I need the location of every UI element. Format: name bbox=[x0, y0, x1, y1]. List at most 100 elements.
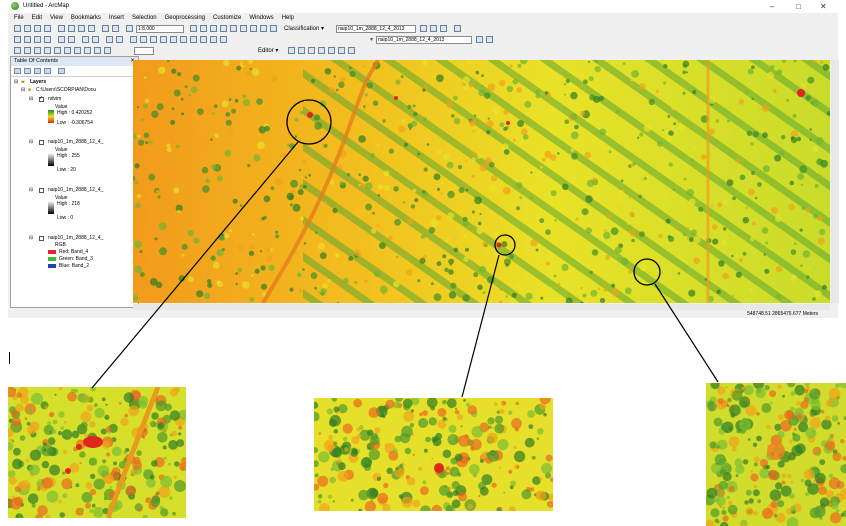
layer-table-icon[interactable] bbox=[486, 36, 493, 43]
classification-layer-dropdown[interactable]: naip10_1m_2888_12_4_2013 bbox=[336, 25, 416, 33]
viewer-window-icon[interactable] bbox=[220, 36, 227, 43]
help-pointer-icon[interactable] bbox=[260, 25, 267, 32]
cut-polygons-icon[interactable] bbox=[338, 47, 345, 54]
back-extent-icon[interactable] bbox=[82, 36, 89, 43]
minimize-icon[interactable]: – bbox=[770, 2, 775, 11]
forward-extent-icon[interactable] bbox=[92, 36, 99, 43]
layer-expander-icon[interactable]: ⊟ bbox=[29, 187, 34, 193]
cut-icon[interactable] bbox=[58, 25, 65, 32]
layer-name-ndvim[interactable]: ndvim bbox=[48, 96, 62, 102]
fixed-zoom-in-icon[interactable] bbox=[58, 36, 65, 43]
list-by-drawing-order-icon[interactable] bbox=[14, 68, 21, 74]
folder-expander-icon[interactable]: ⊟ bbox=[21, 87, 26, 93]
maximize-icon[interactable]: □ bbox=[796, 2, 801, 11]
paste-icon[interactable] bbox=[78, 25, 85, 32]
sample-manager-icon[interactable] bbox=[430, 25, 437, 32]
folder-path[interactable]: C:\Users\SCORPIAN\Docu bbox=[36, 87, 97, 93]
print-icon[interactable] bbox=[44, 25, 51, 32]
open-icon[interactable] bbox=[24, 25, 31, 32]
time-slider-icon[interactable] bbox=[210, 36, 217, 43]
training-sample-icon[interactable] bbox=[420, 25, 427, 32]
layer-dropdown[interactable]: naip10_1m_2888_12_4_2013 bbox=[376, 36, 472, 44]
menu-customize[interactable]: Customize bbox=[213, 15, 242, 21]
list-by-source-icon[interactable] bbox=[24, 68, 31, 74]
menu-selection[interactable]: Selection bbox=[131, 15, 157, 21]
identify-icon[interactable] bbox=[140, 36, 147, 43]
layer-visibility-checkbox[interactable] bbox=[39, 140, 44, 145]
undo-icon[interactable] bbox=[102, 25, 109, 32]
classification-label[interactable]: Classification ▾ bbox=[284, 26, 325, 32]
copy-icon[interactable] bbox=[68, 25, 75, 32]
editor-toolbar-icon[interactable] bbox=[190, 25, 197, 32]
html-popup-icon[interactable] bbox=[160, 36, 167, 43]
fixed-zoom-out-icon[interactable] bbox=[68, 36, 75, 43]
layers-root[interactable]: Layers bbox=[30, 79, 47, 85]
menu-geoprocessing[interactable]: Geoprocessing bbox=[164, 15, 205, 21]
clear-selection-icon[interactable] bbox=[116, 36, 123, 43]
menu-edit[interactable]: Edit bbox=[31, 15, 43, 21]
menu-bookmarks[interactable]: Bookmarks bbox=[70, 15, 101, 21]
layers-expander-icon[interactable]: ⊟ bbox=[14, 79, 19, 85]
search-window-icon[interactable] bbox=[220, 25, 227, 32]
layer-visibility-checkbox[interactable] bbox=[39, 95, 44, 102]
layer-expander-icon[interactable]: ⊟ bbox=[29, 96, 34, 102]
layer-name-naip-2[interactable]: naip10_1m_2888_12_4_ bbox=[48, 187, 104, 193]
text-icon[interactable] bbox=[24, 47, 31, 54]
edit-tool-icon[interactable] bbox=[288, 47, 295, 54]
fill-color-icon[interactable] bbox=[44, 47, 51, 54]
font-size-field[interactable] bbox=[134, 47, 154, 55]
shadow-icon[interactable] bbox=[74, 47, 81, 54]
underline-icon[interactable] bbox=[104, 47, 111, 54]
italic-icon[interactable] bbox=[94, 47, 101, 54]
toc-window-icon[interactable] bbox=[200, 25, 207, 32]
split-icon[interactable] bbox=[348, 47, 355, 54]
close-icon[interactable]: ✕ bbox=[820, 2, 827, 11]
redo-icon[interactable] bbox=[112, 25, 119, 32]
vertical-scrollbar[interactable] bbox=[831, 60, 839, 303]
menu-windows[interactable]: Windows bbox=[249, 15, 274, 21]
toggle-icon[interactable] bbox=[270, 25, 277, 32]
toc-options-icon[interactable] bbox=[58, 68, 65, 74]
draw-rectangle-icon[interactable] bbox=[454, 25, 461, 32]
find-route-icon[interactable] bbox=[190, 36, 197, 43]
layer-name-naip-3[interactable]: naip10_1m_2888_12_4_ bbox=[48, 235, 104, 241]
zoom-out-icon[interactable] bbox=[24, 36, 31, 43]
font-icon[interactable] bbox=[34, 47, 41, 54]
arctoolbox-icon[interactable] bbox=[230, 25, 237, 32]
histogram-icon[interactable] bbox=[440, 25, 447, 32]
find-icon[interactable] bbox=[180, 36, 187, 43]
reshape-icon[interactable] bbox=[328, 47, 335, 54]
menu-insert[interactable]: Insert bbox=[108, 15, 124, 21]
list-by-visibility-icon[interactable] bbox=[34, 68, 41, 74]
edit-annotation-icon[interactable] bbox=[298, 47, 305, 54]
layer-visibility-checkbox[interactable] bbox=[39, 188, 44, 193]
python-icon[interactable] bbox=[240, 25, 247, 32]
toc-close-icon[interactable]: ✕ bbox=[130, 58, 135, 64]
layer-name-naip-1[interactable]: naip10_1m_2888_12_4_ bbox=[48, 139, 104, 145]
list-by-selection-icon[interactable] bbox=[44, 68, 51, 74]
layer-visibility-checkbox[interactable] bbox=[39, 236, 44, 241]
full-extent-icon[interactable] bbox=[44, 36, 51, 43]
straight-segment-icon[interactable] bbox=[308, 47, 315, 54]
layer-expander-icon[interactable]: ⊟ bbox=[29, 235, 34, 241]
pan-icon[interactable] bbox=[34, 36, 41, 43]
scale-field[interactable]: 1:8,000 bbox=[136, 25, 184, 33]
layer-options-icon[interactable] bbox=[476, 36, 483, 43]
draw-icon[interactable] bbox=[14, 47, 21, 54]
zoom-in-icon[interactable] bbox=[14, 36, 21, 43]
line-color-icon[interactable] bbox=[54, 47, 61, 54]
go-to-xy-icon[interactable] bbox=[200, 36, 207, 43]
marker-icon[interactable] bbox=[64, 47, 71, 54]
horizontal-scrollbar[interactable] bbox=[133, 304, 830, 310]
menu-help[interactable]: Help bbox=[281, 15, 295, 21]
vertex-icon[interactable] bbox=[318, 47, 325, 54]
select-elements-icon[interactable] bbox=[130, 36, 137, 43]
menu-view[interactable]: View bbox=[50, 15, 63, 21]
hyperlink-icon[interactable] bbox=[150, 36, 157, 43]
add-data-icon[interactable] bbox=[126, 25, 133, 32]
new-map-icon[interactable] bbox=[14, 25, 21, 32]
catalog-icon[interactable] bbox=[210, 25, 217, 32]
editor-menu[interactable]: Editor ▾ bbox=[258, 48, 279, 54]
delete-icon[interactable] bbox=[88, 25, 95, 32]
menu-file[interactable]: File bbox=[14, 15, 24, 21]
